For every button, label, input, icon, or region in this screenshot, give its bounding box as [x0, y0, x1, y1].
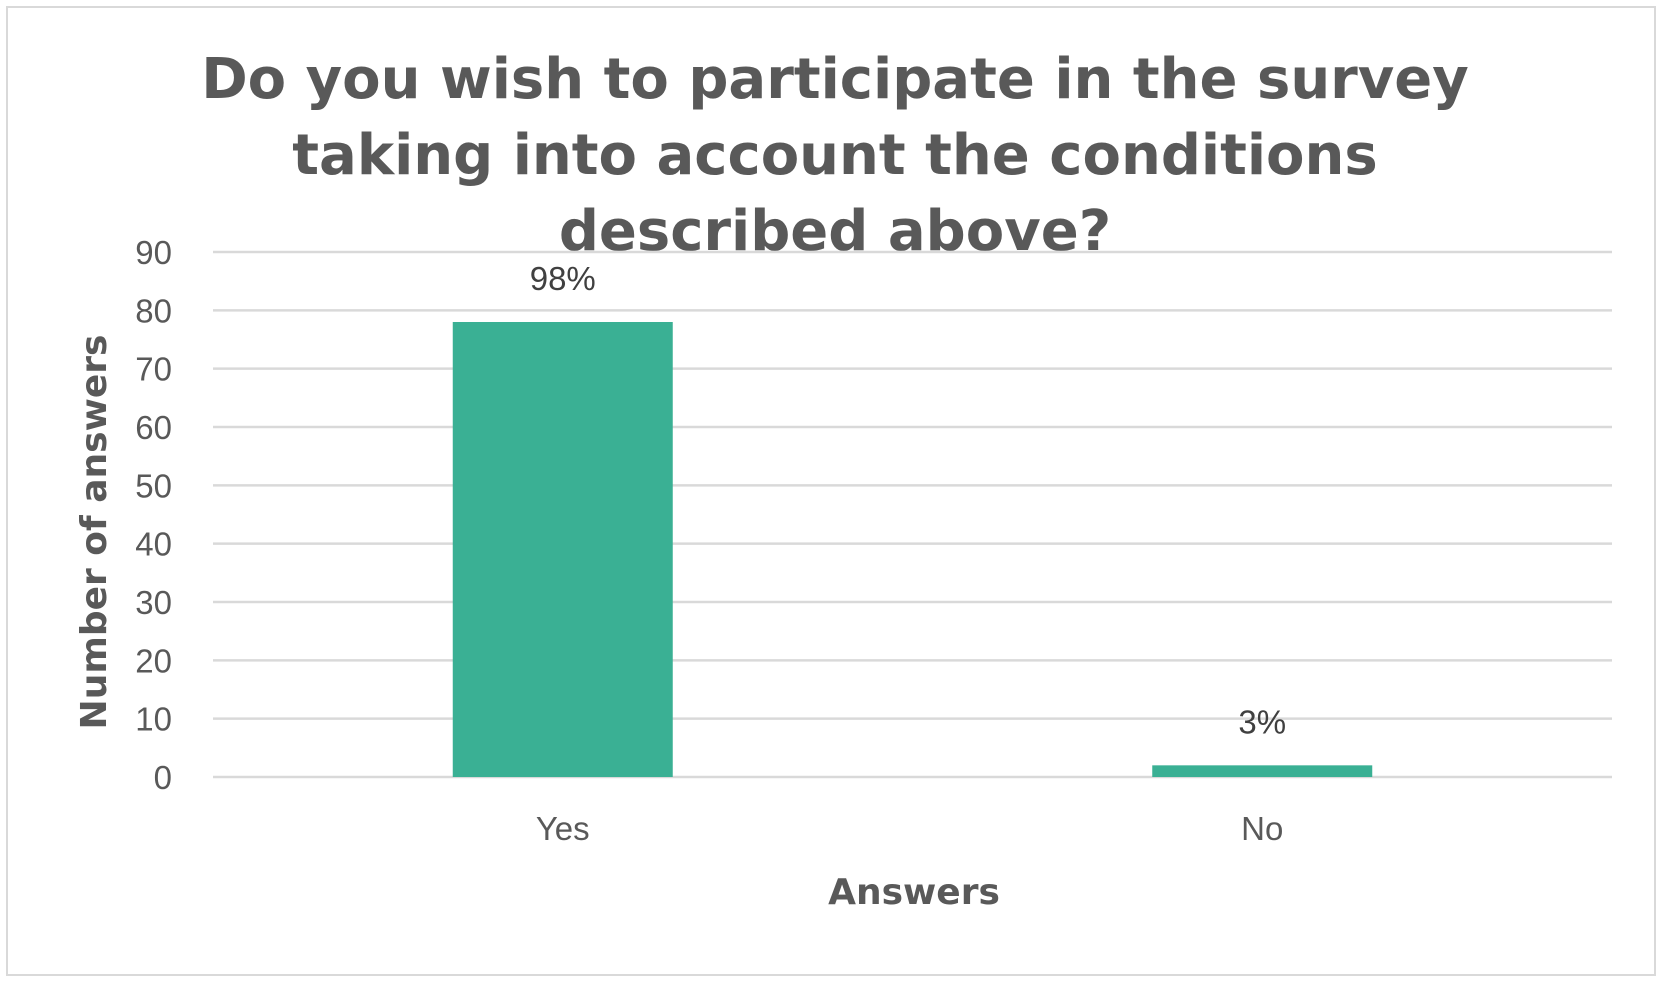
- y-tick-label: 50: [135, 467, 172, 504]
- data-label: 3%: [1238, 703, 1286, 740]
- y-tick-label: 80: [135, 292, 172, 329]
- y-tick-label: 90: [135, 234, 172, 271]
- x-tick-label: Yes: [536, 810, 590, 847]
- y-tick-label: 60: [135, 409, 172, 446]
- x-axis-label: Answers: [828, 872, 1000, 913]
- chart-frame: [6, 6, 1656, 976]
- y-tick-label: 10: [135, 701, 172, 738]
- y-tick-label: 70: [135, 351, 172, 388]
- bar: [452, 322, 673, 777]
- x-tick-label: No: [1241, 810, 1283, 847]
- y-tick-label: 40: [135, 526, 172, 563]
- y-tick-label: 30: [135, 584, 172, 621]
- data-label: 98%: [530, 260, 596, 297]
- bar: [1152, 765, 1373, 777]
- y-tick-label: 20: [135, 642, 172, 679]
- y-tick-label: 0: [154, 759, 172, 796]
